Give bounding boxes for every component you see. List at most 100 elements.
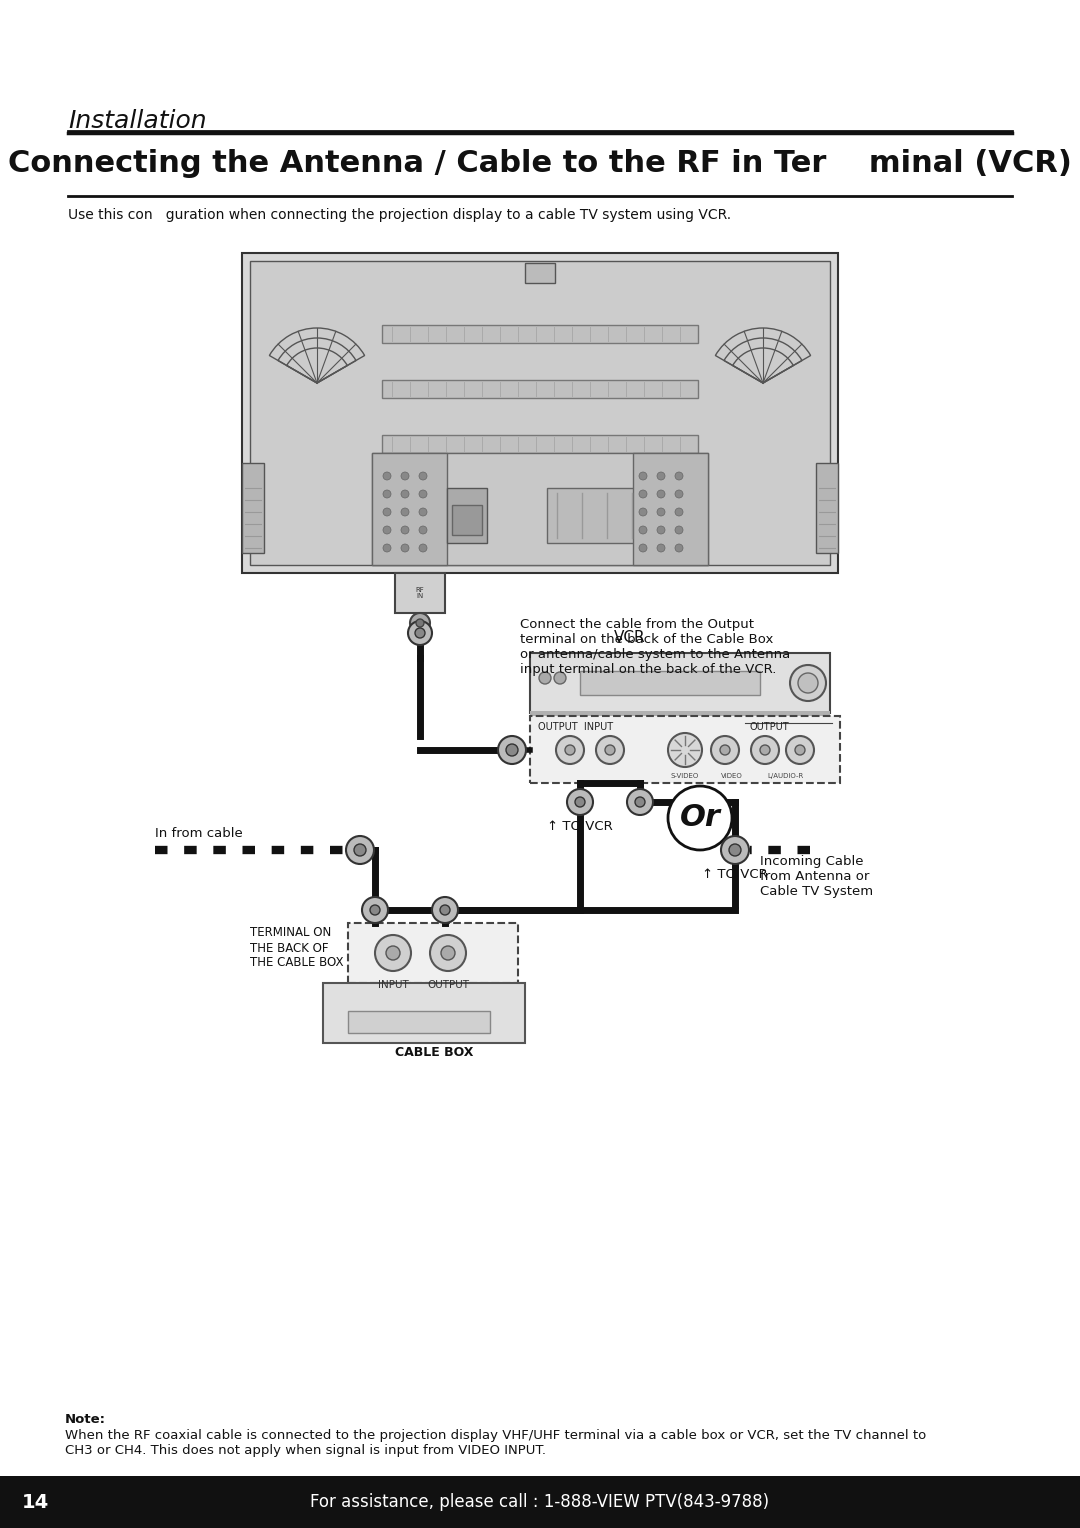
Circle shape — [795, 746, 805, 755]
Circle shape — [657, 490, 665, 498]
Circle shape — [675, 507, 683, 516]
Text: Connecting the Antenna / Cable to the RF in Ter    minal (VCR): Connecting the Antenna / Cable to the RF… — [8, 150, 1072, 177]
Circle shape — [383, 472, 391, 480]
Text: Use this con   guration when connecting the projection display to a cable TV sys: Use this con guration when connecting th… — [68, 208, 731, 222]
Text: Incoming Cable
from Antenna or
Cable TV System: Incoming Cable from Antenna or Cable TV … — [760, 856, 873, 898]
Circle shape — [346, 836, 374, 863]
Text: For assistance, please call : 1-888-VIEW PTV(843-9788): For assistance, please call : 1-888-VIEW… — [310, 1493, 770, 1511]
Bar — [633, 452, 708, 565]
Circle shape — [401, 544, 409, 552]
Circle shape — [605, 746, 615, 755]
Circle shape — [419, 526, 427, 533]
Circle shape — [401, 526, 409, 533]
Circle shape — [415, 628, 426, 639]
Circle shape — [635, 798, 645, 807]
Circle shape — [419, 507, 427, 516]
Circle shape — [751, 736, 779, 764]
Text: When the RF coaxial cable is connected to the projection display VHF/UHF termina: When the RF coaxial cable is connected t… — [65, 1429, 927, 1458]
Circle shape — [669, 733, 702, 767]
Bar — [453, 504, 482, 535]
Circle shape — [383, 526, 391, 533]
Bar — [249, 261, 831, 565]
Bar — [816, 463, 838, 553]
Bar — [382, 380, 698, 397]
Circle shape — [440, 905, 450, 915]
Text: Note:: Note: — [65, 1413, 106, 1426]
Circle shape — [675, 490, 683, 498]
Bar — [348, 1012, 490, 1033]
Circle shape — [657, 526, 665, 533]
Bar — [525, 263, 555, 283]
Bar — [242, 254, 838, 573]
Bar — [530, 711, 831, 720]
Circle shape — [657, 544, 665, 552]
FancyBboxPatch shape — [348, 923, 518, 983]
Circle shape — [507, 744, 518, 756]
Circle shape — [416, 619, 424, 626]
Bar — [447, 487, 487, 542]
Text: INPUT: INPUT — [378, 979, 408, 990]
Circle shape — [675, 526, 683, 533]
Bar — [372, 452, 708, 565]
Circle shape — [375, 935, 411, 970]
Text: CABLE BOX: CABLE BOX — [395, 1047, 473, 1059]
Circle shape — [575, 798, 585, 807]
Bar — [372, 452, 447, 565]
Circle shape — [789, 665, 826, 701]
Bar — [530, 652, 831, 714]
Circle shape — [419, 544, 427, 552]
Circle shape — [410, 613, 430, 633]
Circle shape — [401, 490, 409, 498]
Circle shape — [362, 897, 388, 923]
Circle shape — [567, 788, 593, 814]
Text: 14: 14 — [22, 1493, 49, 1511]
Bar — [242, 463, 264, 553]
Circle shape — [596, 736, 624, 764]
Text: L/AUDIO-R: L/AUDIO-R — [767, 773, 804, 779]
Circle shape — [408, 620, 432, 645]
Circle shape — [760, 746, 770, 755]
Circle shape — [798, 672, 818, 694]
Circle shape — [432, 897, 458, 923]
Bar — [323, 983, 525, 1044]
FancyBboxPatch shape — [530, 717, 840, 782]
Bar — [580, 671, 760, 695]
Circle shape — [383, 490, 391, 498]
Circle shape — [729, 843, 741, 856]
Circle shape — [354, 843, 366, 856]
Text: RF
IN: RF IN — [416, 587, 424, 599]
Circle shape — [639, 507, 647, 516]
Text: VIDEO: VIDEO — [721, 773, 743, 779]
Circle shape — [419, 472, 427, 480]
Circle shape — [669, 785, 732, 850]
Text: OUTPUT  INPUT: OUTPUT INPUT — [538, 723, 613, 732]
Circle shape — [711, 736, 739, 764]
Text: OUTPUT: OUTPUT — [750, 723, 789, 732]
Circle shape — [720, 746, 730, 755]
Bar — [395, 573, 445, 613]
Circle shape — [627, 788, 653, 814]
Circle shape — [401, 507, 409, 516]
Bar — [546, 487, 667, 542]
Circle shape — [383, 507, 391, 516]
Circle shape — [675, 472, 683, 480]
Text: In from cable: In from cable — [156, 827, 243, 840]
Circle shape — [556, 736, 584, 764]
Text: Or: Or — [679, 804, 720, 833]
Circle shape — [401, 472, 409, 480]
Circle shape — [657, 507, 665, 516]
Bar — [0, 1476, 1080, 1528]
Circle shape — [639, 544, 647, 552]
Circle shape — [639, 472, 647, 480]
Text: VCR: VCR — [615, 630, 646, 645]
Circle shape — [370, 905, 380, 915]
Circle shape — [657, 472, 665, 480]
Text: ↑ TO VCR: ↑ TO VCR — [548, 821, 612, 833]
Text: S-VIDEO: S-VIDEO — [671, 773, 699, 779]
Circle shape — [419, 490, 427, 498]
Circle shape — [441, 946, 455, 960]
Bar — [382, 435, 698, 452]
Circle shape — [639, 490, 647, 498]
Text: OUTPUT: OUTPUT — [427, 979, 469, 990]
Circle shape — [786, 736, 814, 764]
